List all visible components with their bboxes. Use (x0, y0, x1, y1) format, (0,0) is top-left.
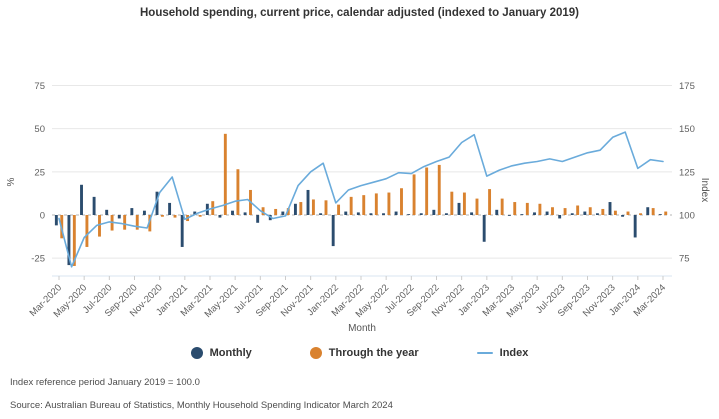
y-axis-title-left: % (6, 177, 17, 186)
legend-item-index[interactable]: Index (476, 347, 529, 359)
index-line-icon (476, 351, 493, 355)
svg-text:150: 150 (679, 124, 695, 135)
legend-label: Through the year (328, 347, 419, 359)
svg-text:75: 75 (679, 254, 690, 265)
legend-item-monthly[interactable]: Monthly (190, 347, 252, 359)
svg-text:50: 50 (34, 124, 45, 135)
svg-text:175: 175 (679, 81, 695, 92)
page-title: Household spending, current price, calen… (139, 7, 580, 19)
legend-label: Index (499, 347, 529, 359)
svg-text:100: 100 (679, 211, 695, 222)
legend-label: Monthly (209, 347, 252, 359)
svg-text:0: 0 (40, 211, 45, 222)
svg-text:125: 125 (679, 167, 695, 178)
source-note: Source: Australian Bureau of Statistics,… (10, 400, 393, 411)
legend: Monthly Through the year Index (0, 347, 719, 359)
monthly-marker-icon (190, 347, 203, 359)
index-reference-note: Index reference period January 2019 = 10… (10, 377, 200, 388)
through-year-marker-icon (309, 347, 322, 359)
svg-text:-25: -25 (31, 254, 45, 265)
svg-text:75: 75 (34, 81, 45, 92)
y-axis-title-right: Index (699, 178, 710, 202)
legend-item-through-the-year[interactable]: Through the year (309, 347, 419, 359)
svg-text:25: 25 (34, 167, 45, 178)
x-axis-title: Month (348, 323, 376, 334)
